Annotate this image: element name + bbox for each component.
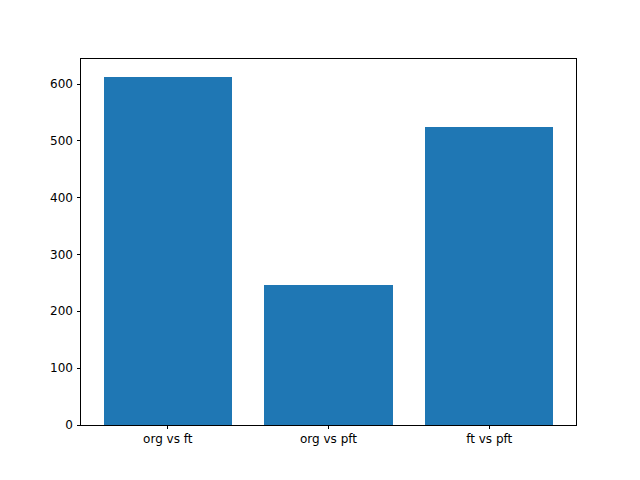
y-axis-tick-mark bbox=[77, 197, 81, 198]
y-axis-tick-mark bbox=[77, 84, 81, 85]
bar-ft-vs-pft bbox=[425, 127, 554, 425]
x-axis-tick-mark bbox=[328, 425, 329, 429]
x-axis-tick-label: org vs ft bbox=[143, 433, 192, 445]
y-axis-tick-mark bbox=[77, 311, 81, 312]
y-axis-tick-label: 600 bbox=[50, 78, 73, 90]
y-axis-tick-label: 100 bbox=[50, 362, 73, 374]
y-axis-tick-label: 500 bbox=[50, 135, 73, 147]
y-axis-tick-label: 400 bbox=[50, 192, 73, 204]
matplotlib-figure: 0 100 200 300 400 500 600 org vs ft org vs pft ft… bbox=[0, 0, 640, 480]
y-axis-tick-mark bbox=[77, 368, 81, 369]
y-axis-tick-mark bbox=[77, 254, 81, 255]
y-axis-tick-label: 200 bbox=[50, 305, 73, 317]
y-axis-tick-label: 0 bbox=[65, 419, 73, 431]
y-axis-tick-label: 300 bbox=[50, 249, 73, 261]
bar-org-vs-pft bbox=[264, 285, 393, 425]
bar-org-vs-ft bbox=[104, 77, 233, 425]
chart-axes: 0100200300400500600org vs ftorg vs pftft… bbox=[80, 58, 577, 426]
x-axis-tick-mark bbox=[489, 425, 490, 429]
y-axis-tick-mark bbox=[77, 425, 81, 426]
x-axis-tick-label: ft vs pft bbox=[466, 433, 512, 445]
x-axis-tick-mark bbox=[167, 425, 168, 429]
x-axis-tick-label: org vs pft bbox=[300, 433, 357, 445]
plot-area: 0100200300400500600org vs ftorg vs pftft… bbox=[81, 59, 576, 425]
y-axis-tick-mark bbox=[77, 140, 81, 141]
